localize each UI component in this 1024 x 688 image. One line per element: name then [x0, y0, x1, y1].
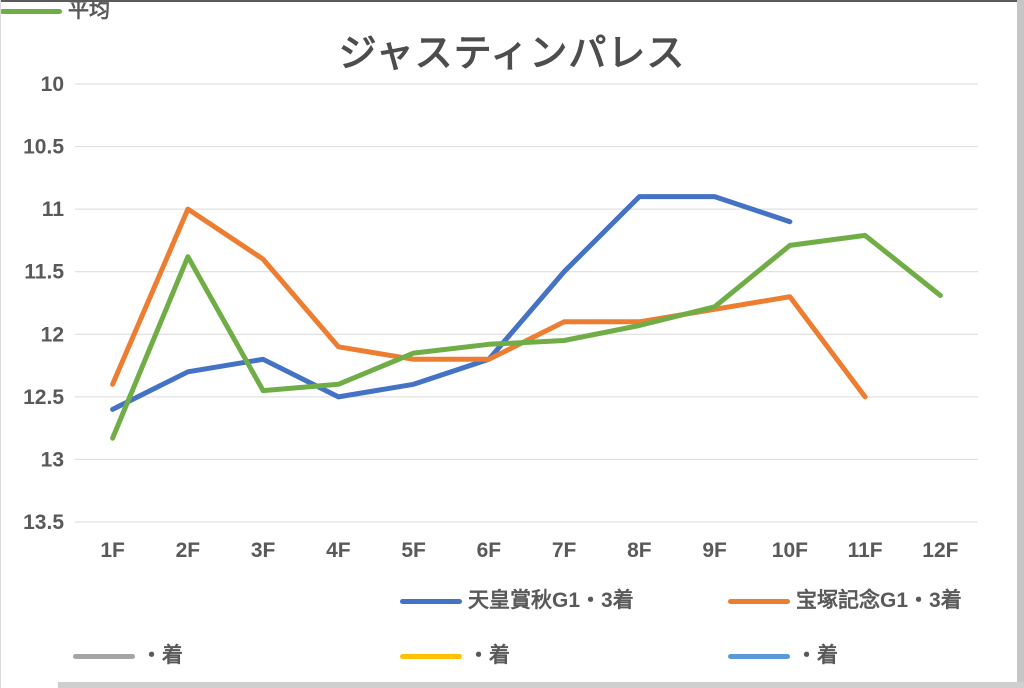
x-tick-label-2F: 2F — [176, 539, 201, 562]
legend-label: 宝塚記念G1・3着 — [796, 589, 962, 612]
legend-item-empty-yellow: ・着 — [400, 645, 510, 667]
legend-swatch-lightblue — [728, 653, 790, 659]
y-tick-label-11: 11 — [42, 198, 65, 221]
y-tick-label-13: 13 — [41, 448, 64, 471]
legend-swatch-yellow — [400, 653, 462, 659]
x-tick-label-11F: 11F — [848, 539, 883, 562]
window-top-border — [0, 0, 1024, 2]
series-line-0 — [110, 194, 793, 412]
legend-swatch-green — [0, 8, 62, 14]
legend-item-average: 平均 — [0, 0, 110, 22]
series-line-5 — [110, 232, 943, 441]
legend-label: 平均 — [68, 0, 110, 22]
legend-item-empty-gray: ・着 — [73, 645, 183, 667]
window-bottom-border — [58, 682, 1024, 688]
legend-label: 天皇賞秋G1・3着 — [468, 589, 634, 612]
y-tick-label-10.5: 10.5 — [23, 136, 64, 159]
legend-swatch-orange — [728, 598, 790, 604]
x-tick-label-9F: 9F — [702, 539, 727, 562]
series-line-1 — [110, 206, 868, 400]
x-tick-label-7F: 7F — [552, 539, 577, 562]
chart-title: ジャスティンパレス — [338, 33, 686, 75]
window-left-border — [0, 0, 1, 688]
x-tick-label-4F: 4F — [326, 539, 351, 562]
window-right-border — [1017, 0, 1024, 688]
y-tick-label-13.5: 13.5 — [23, 511, 64, 534]
y-tick-label-12.5: 12.5 — [23, 386, 64, 409]
legend-swatch-gray — [73, 653, 135, 659]
x-tick-label-12F: 12F — [922, 539, 958, 562]
legend-label: ・着 — [468, 644, 510, 667]
legend-swatch-blue — [400, 598, 462, 604]
legend-label: ・着 — [796, 644, 838, 667]
y-tick-label-12: 12 — [41, 323, 64, 346]
legend-item-empty-lightblue: ・着 — [728, 645, 838, 667]
x-tick-label-1F: 1F — [100, 539, 125, 562]
legend-item-tennosho: 天皇賞秋G1・3着 — [400, 590, 634, 612]
x-tick-label-3F: 3F — [251, 539, 276, 562]
legend-item-takarazuka: 宝塚記念G1・3着 — [728, 590, 962, 612]
legend-label: ・着 — [141, 644, 183, 667]
x-tick-label-6F: 6F — [477, 539, 502, 562]
y-tick-label-10: 10 — [41, 73, 64, 96]
x-tick-label-5F: 5F — [401, 539, 426, 562]
x-tick-label-10F: 10F — [772, 539, 808, 562]
x-tick-label-8F: 8F — [627, 539, 652, 562]
y-tick-label-11.5: 11.5 — [24, 261, 64, 284]
